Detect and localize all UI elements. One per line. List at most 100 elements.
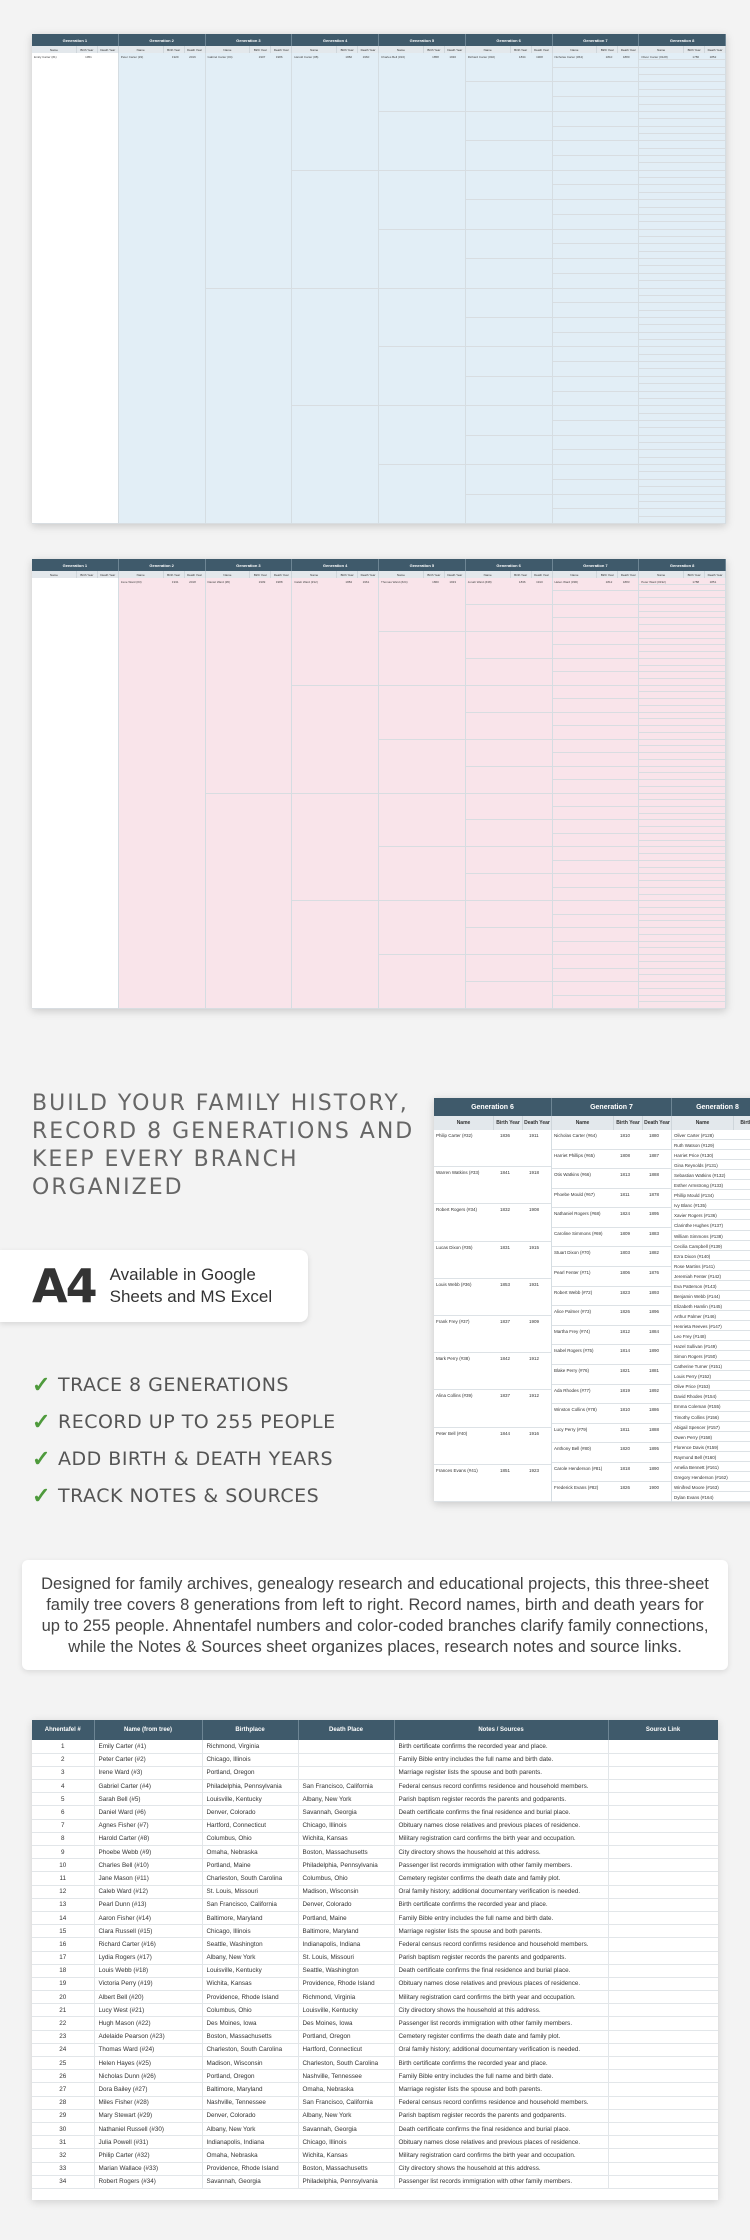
notes-cell[interactable]: 1 bbox=[32, 1740, 95, 1754]
notes-cell[interactable]: Obituary names close relatives and previ… bbox=[394, 1977, 609, 1992]
person-cell[interactable] bbox=[639, 666, 725, 673]
notes-cell[interactable]: Nicholas Dunn (#26) bbox=[94, 2069, 203, 2084]
person-cell[interactable] bbox=[639, 252, 725, 260]
notes-cell[interactable]: 2 bbox=[32, 1753, 95, 1767]
person-cell[interactable] bbox=[639, 311, 725, 318]
person-cell[interactable] bbox=[552, 618, 639, 632]
person-cell[interactable] bbox=[552, 259, 639, 274]
notes-cell[interactable]: Aaron Fisher (#14) bbox=[94, 1911, 203, 1926]
notes-cell[interactable] bbox=[608, 1964, 718, 1978]
notes-cell[interactable]: Marian Wallace (#33) bbox=[94, 2162, 203, 2176]
notes-cell[interactable]: Seattle, Washington bbox=[298, 1964, 395, 1978]
person-cell[interactable] bbox=[552, 834, 639, 848]
notes-cell[interactable]: Savannah, Georgia bbox=[298, 2122, 395, 2137]
notes-cell[interactable]: 32 bbox=[32, 2148, 95, 2163]
notes-cell[interactable]: Indianapolis, Indiana bbox=[202, 2135, 299, 2150]
person-cell[interactable] bbox=[552, 632, 639, 646]
person-cell[interactable] bbox=[639, 1002, 725, 1009]
person-cell[interactable] bbox=[552, 767, 639, 781]
preview-person-cell[interactable]: Winston Collins (#78) 1810 1886 bbox=[552, 1404, 671, 1424]
person-cell[interactable]: Oliver Carter (#128) 1786 1852 bbox=[639, 53, 725, 61]
notes-cell[interactable]: Victoria Perry (#19) bbox=[94, 1977, 203, 1992]
person-cell[interactable] bbox=[552, 421, 639, 436]
person-cell[interactable] bbox=[465, 259, 552, 289]
person-cell[interactable] bbox=[552, 753, 639, 767]
person-cell[interactable] bbox=[639, 908, 725, 915]
person-cell[interactable] bbox=[205, 794, 292, 1009]
person-cell[interactable] bbox=[639, 487, 725, 495]
person-cell[interactable] bbox=[639, 975, 725, 983]
notes-cell[interactable]: 20 bbox=[32, 1990, 95, 2005]
notes-cell[interactable]: Wichita, Kansas bbox=[298, 1832, 395, 1847]
person-cell[interactable] bbox=[552, 780, 639, 794]
preview-person-cell[interactable]: Frederick Evans (#82) 1826 1900 bbox=[552, 1482, 671, 1502]
notes-cell[interactable]: Death certificate confirms the final res… bbox=[394, 2122, 609, 2137]
notes-cell[interactable]: Charleston, South Carolina bbox=[202, 2043, 299, 2058]
person-cell[interactable] bbox=[465, 465, 552, 495]
person-cell[interactable] bbox=[552, 289, 639, 304]
person-cell[interactable] bbox=[639, 443, 725, 451]
preview-person-cell[interactable]: Leo Frey (#148) bbox=[672, 1331, 750, 1342]
person-cell[interactable] bbox=[639, 874, 725, 882]
person-cell[interactable] bbox=[639, 996, 725, 1003]
person-cell[interactable] bbox=[639, 333, 725, 341]
preview-person-cell[interactable]: William Simmons (#138) bbox=[672, 1231, 750, 1241]
person-cell[interactable] bbox=[639, 303, 725, 311]
notes-cell[interactable] bbox=[608, 1937, 718, 1952]
notes-cell[interactable]: Thomas Ward (#24) bbox=[94, 2043, 203, 2058]
notes-cell[interactable]: Death certificate confirms the final res… bbox=[394, 1805, 609, 1820]
person-cell[interactable] bbox=[552, 68, 639, 83]
person-cell[interactable] bbox=[639, 82, 725, 90]
person-cell[interactable] bbox=[465, 820, 552, 848]
preview-person-cell[interactable]: Arthur Palmer (#146) bbox=[672, 1311, 750, 1322]
notes-cell[interactable]: Parish baptism register records the pare… bbox=[394, 1951, 609, 1965]
person-cell[interactable] bbox=[639, 699, 725, 706]
notes-cell[interactable]: Savannah, Georgia bbox=[298, 1805, 395, 1820]
person-cell[interactable] bbox=[639, 259, 725, 267]
person-cell[interactable] bbox=[552, 699, 639, 713]
person-cell[interactable] bbox=[552, 333, 639, 348]
person-cell[interactable] bbox=[639, 171, 725, 179]
notes-cell[interactable] bbox=[608, 2096, 718, 2110]
person-cell[interactable] bbox=[465, 436, 552, 466]
preview-person-cell[interactable]: Alina Collins (#39) 1837 1912 bbox=[434, 1390, 551, 1428]
notes-cell[interactable] bbox=[608, 1792, 718, 1807]
notes-cell[interactable]: Passenger list records immigration with … bbox=[394, 1858, 609, 1873]
person-cell[interactable] bbox=[639, 773, 725, 781]
person-cell[interactable] bbox=[552, 955, 639, 969]
notes-cell[interactable]: Oral family history; additional document… bbox=[394, 2043, 609, 2058]
notes-cell[interactable]: Family Bible entry includes the full nam… bbox=[394, 1753, 609, 1767]
notes-cell[interactable] bbox=[608, 1805, 718, 1820]
person-cell[interactable] bbox=[639, 296, 725, 304]
notes-cell[interactable]: Denver, Colorado bbox=[202, 2109, 299, 2123]
notes-cell[interactable] bbox=[608, 1885, 718, 1899]
person-cell[interactable] bbox=[465, 171, 552, 201]
notes-cell[interactable]: 18 bbox=[32, 1964, 95, 1978]
notes-cell[interactable]: Wichita, Kansas bbox=[202, 1977, 299, 1992]
person-cell[interactable] bbox=[639, 222, 725, 230]
person-cell[interactable]: Peter Carter (#2) 1929 2016 bbox=[118, 53, 205, 524]
person-cell[interactable] bbox=[639, 509, 725, 517]
person-cell[interactable] bbox=[639, 392, 725, 399]
person-cell[interactable] bbox=[639, 465, 725, 473]
person-cell[interactable] bbox=[639, 185, 725, 193]
notes-cell[interactable]: Des Moines, Iowa bbox=[298, 2016, 395, 2031]
person-cell[interactable]: Harold Carter (#8) 1882 1960 bbox=[292, 53, 378, 171]
preview-person-cell[interactable]: Robert Webb (#72) 1823 1893 bbox=[552, 1287, 671, 1307]
notes-cell[interactable]: Robert Rogers (#34) bbox=[94, 2175, 203, 2189]
person-cell[interactable] bbox=[639, 901, 725, 908]
person-cell[interactable] bbox=[552, 861, 639, 875]
person-cell[interactable] bbox=[552, 726, 639, 740]
person-cell[interactable] bbox=[639, 962, 725, 969]
person-cell[interactable] bbox=[639, 68, 725, 76]
preview-person-cell[interactable]: Martha Frey (#74) 1812 1884 bbox=[552, 1326, 671, 1346]
person-cell[interactable] bbox=[552, 200, 639, 215]
notes-cell[interactable]: Federal census record confirms residence… bbox=[394, 2096, 609, 2110]
notes-cell[interactable] bbox=[608, 1845, 718, 1860]
preview-person-cell[interactable]: Elizabeth Hamlin (#145) bbox=[672, 1301, 750, 1311]
notes-cell[interactable]: Miles Fisher (#28) bbox=[94, 2096, 203, 2110]
person-cell[interactable] bbox=[379, 794, 465, 848]
notes-cell[interactable] bbox=[608, 2109, 718, 2123]
notes-cell[interactable]: Portland, Maine bbox=[202, 1858, 299, 1873]
preview-person-cell[interactable]: Oliver Carter (#128) bbox=[672, 1130, 750, 1141]
